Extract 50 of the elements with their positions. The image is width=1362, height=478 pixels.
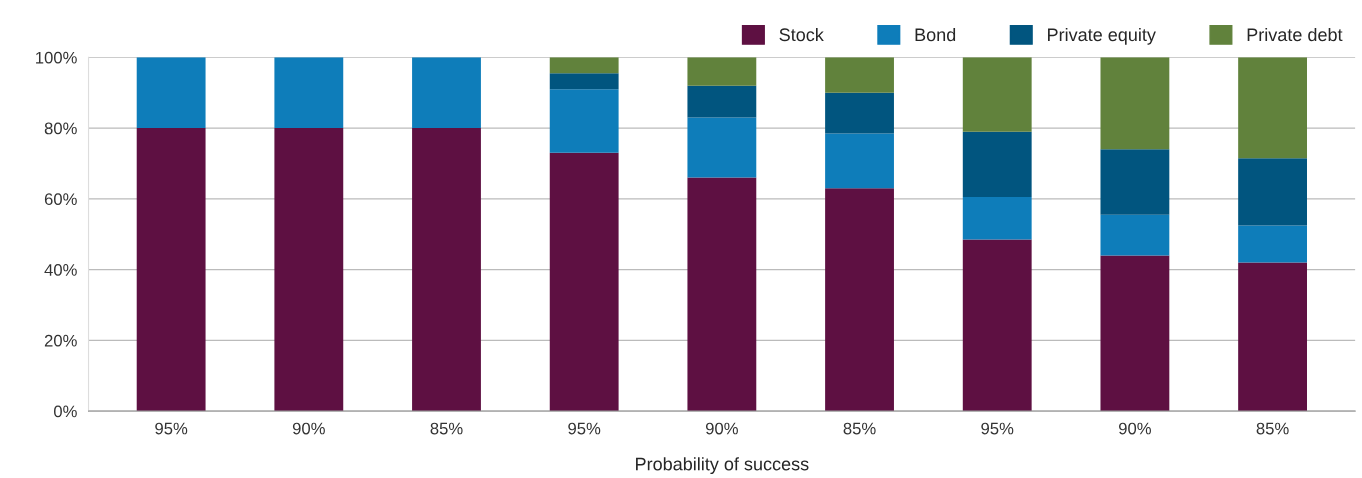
bar bbox=[825, 188, 894, 412]
bar bbox=[274, 128, 344, 412]
bar bbox=[825, 92, 894, 134]
y-tick-label: 40% bbox=[44, 263, 77, 276]
legend-label: Stock bbox=[779, 27, 824, 42]
bar bbox=[825, 133, 894, 189]
y-tick-label: 80% bbox=[44, 122, 77, 135]
y-tick-label: 100% bbox=[36, 51, 77, 64]
bar bbox=[825, 57, 894, 93]
x-axis-title: Probability of success bbox=[636, 457, 809, 474]
x-tick-label: 95% bbox=[155, 422, 188, 435]
bar bbox=[962, 131, 1032, 198]
bar bbox=[1238, 158, 1307, 226]
bar bbox=[962, 197, 1032, 240]
x-tick-label: 85% bbox=[430, 422, 463, 435]
bar bbox=[412, 128, 481, 412]
bar bbox=[962, 239, 1032, 412]
x-tick-label: 85% bbox=[843, 422, 876, 435]
bar bbox=[687, 117, 757, 178]
y-tick-label: 20% bbox=[44, 334, 77, 347]
y-tick-label: 0% bbox=[53, 405, 77, 418]
bar bbox=[687, 85, 757, 118]
x-tick-label: 90% bbox=[705, 422, 738, 435]
bar bbox=[274, 57, 344, 129]
legend-label: Private equity bbox=[1048, 27, 1156, 45]
y-tick-label: 60% bbox=[44, 193, 77, 206]
bar bbox=[1238, 57, 1307, 159]
bar bbox=[1100, 57, 1170, 150]
x-tick-label: 95% bbox=[981, 422, 1014, 435]
legend-label: Private debt bbox=[1247, 27, 1343, 42]
bar bbox=[412, 57, 481, 129]
bar bbox=[1100, 149, 1170, 215]
bar bbox=[687, 177, 757, 412]
bar bbox=[136, 128, 206, 412]
x-tick-label: 85% bbox=[1256, 422, 1289, 435]
bar bbox=[1100, 255, 1170, 412]
x-tick-label: 90% bbox=[292, 422, 325, 435]
bar bbox=[962, 57, 1032, 132]
bar bbox=[549, 73, 619, 90]
bar bbox=[687, 57, 757, 86]
bar bbox=[549, 57, 619, 74]
x-tick-label: 90% bbox=[1119, 422, 1151, 435]
bar bbox=[1238, 262, 1307, 412]
legend-label: Bond bbox=[915, 27, 956, 42]
bar bbox=[549, 152, 619, 412]
bar bbox=[549, 89, 619, 153]
bar bbox=[1100, 214, 1170, 256]
bar bbox=[1238, 225, 1307, 263]
x-tick-label: 95% bbox=[568, 422, 601, 435]
bar bbox=[136, 57, 206, 129]
